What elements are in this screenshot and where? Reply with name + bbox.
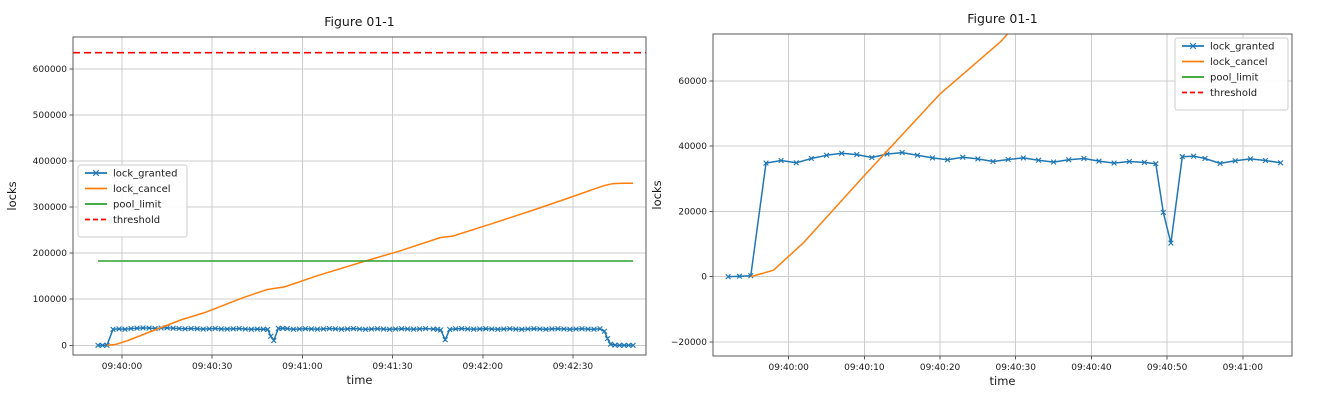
y-tick-label: 400000 — [33, 157, 68, 167]
x-tick-label: 09:42:30 — [553, 362, 594, 372]
y-tick-label: 20000 — [678, 207, 707, 217]
x-tick-label: 09:40:10 — [844, 363, 885, 373]
legend-label-pool_limit: pool_limit — [113, 200, 161, 211]
legend-label-lock_granted: lock_granted — [113, 169, 178, 180]
y-tick-label: −20000 — [671, 338, 707, 348]
x-tick-label: 09:40:00 — [102, 362, 143, 372]
y-tick-label: 100000 — [33, 295, 68, 305]
legend-item-pool_limit: pool_limit — [85, 200, 161, 211]
series-lock_cancel-line — [750, 34, 1009, 278]
y-tick-label: 600000 — [33, 65, 68, 75]
legend-item-lock_granted: lock_granted — [85, 169, 178, 180]
y-tick-label: 200000 — [33, 249, 68, 259]
x-tick-label: 09:40:20 — [920, 363, 961, 373]
grid — [709, 34, 1292, 360]
chart-title: Figure 01-1 — [324, 14, 395, 29]
legend-label-threshold: threshold — [113, 215, 160, 226]
legend-item-threshold: threshold — [85, 215, 160, 226]
y-tick-label: 60000 — [678, 77, 707, 87]
legend-box — [1174, 37, 1289, 111]
series-lock_granted-line — [728, 151, 1281, 278]
legend-item-lock_cancel: lock_cancel — [85, 184, 171, 195]
series-lock_granted-line — [98, 327, 634, 347]
y-axis-label: locks — [650, 180, 664, 209]
x-tick-label: 09:40:00 — [768, 363, 809, 373]
y-tick-label: 0 — [701, 273, 707, 283]
plot-spines — [712, 33, 1293, 357]
x-tick-label: 09:41:00 — [1223, 363, 1264, 373]
y-tick-label: 40000 — [678, 142, 707, 152]
series-lock_cancel-line — [106, 182, 634, 347]
legend-item-lock_cancel: lock_cancel — [1182, 57, 1268, 68]
plot-area — [73, 51, 646, 349]
x-tick-label: 09:42:00 — [463, 362, 504, 372]
series-lock_granted-markers — [95, 325, 636, 349]
y-axis-label: locks — [5, 181, 19, 210]
x-tick-label: 09:41:00 — [282, 362, 323, 372]
y-tick-label: 300000 — [33, 203, 68, 213]
x-axis-label: time — [347, 373, 373, 387]
x-tick-label: 09:40:40 — [1071, 363, 1112, 373]
legend: lock_granted lock_cancel pool_limitthresho… — [77, 164, 188, 238]
legend: lock_granted lock_cancel pool_limitthresho… — [1174, 37, 1289, 111]
legend-item-pool_limit: pool_limit — [1182, 73, 1258, 84]
legend-label-pool_limit: pool_limit — [1210, 73, 1258, 84]
x-tick-label: 09:40:30 — [192, 362, 233, 372]
y-tick-label: 500000 — [33, 111, 68, 121]
plot-spines — [72, 36, 647, 356]
chart-title: Figure 01-1 — [967, 11, 1038, 26]
x-tick-label: 09:41:30 — [372, 362, 413, 372]
series-lock_granted-markers — [725, 149, 1284, 280]
x-tick-label: 09:40:50 — [1147, 363, 1188, 373]
chart-right: 09:40:00 09:40:10 09:40:20 09:40:30 09:40:40… — [650, 11, 1293, 388]
legend-label-threshold: threshold — [1210, 88, 1257, 99]
legend-sample-marker — [1189, 42, 1197, 50]
legend-item-threshold: threshold — [1182, 88, 1257, 99]
x-axis-label: time — [990, 374, 1016, 388]
x-tick-label: 09:40:30 — [996, 363, 1037, 373]
legend-label-lock_cancel: lock_cancel — [113, 184, 171, 195]
legend-label-lock_granted: lock_granted — [1210, 42, 1275, 53]
y-tick-label: 0 — [61, 341, 67, 351]
plot-area — [725, 34, 1284, 280]
legend-item-lock_granted: lock_granted — [1182, 42, 1275, 53]
chart-left: 09:40:00 09:40:30 09:41:00 09:41:30 09:42:00… — [5, 14, 647, 387]
legend-sample-marker — [92, 169, 100, 177]
legend-label-lock_cancel: lock_cancel — [1210, 57, 1268, 68]
